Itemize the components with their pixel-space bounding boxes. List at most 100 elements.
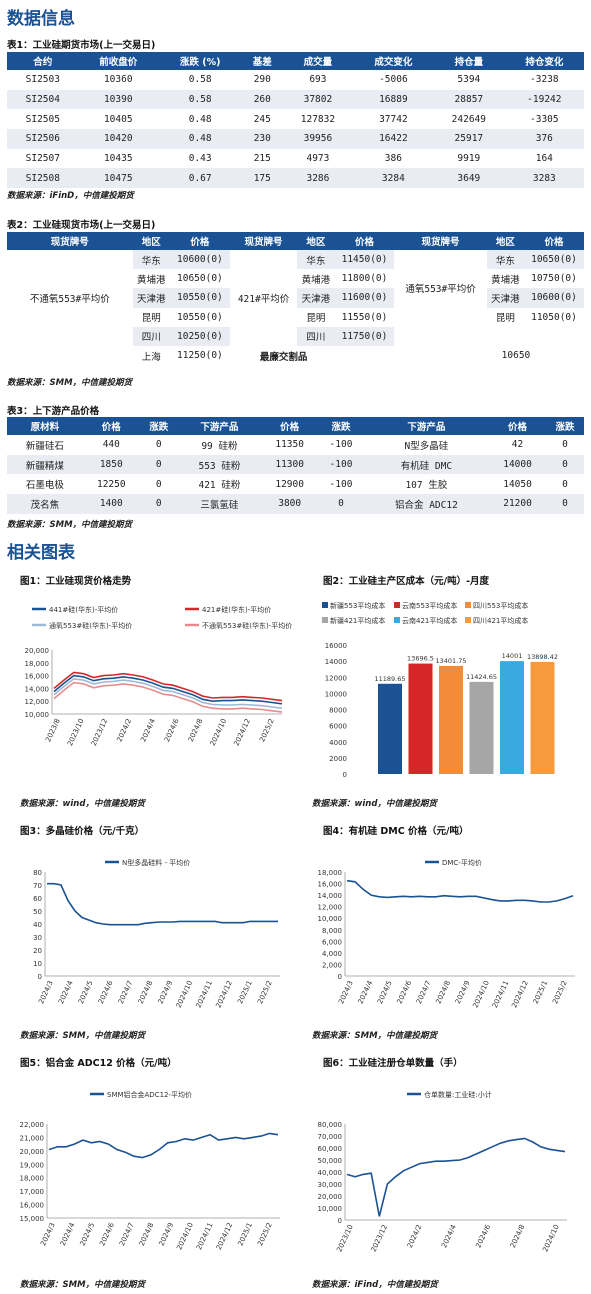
table3-source: 数据来源：SMM，中信建投期货 bbox=[7, 520, 133, 530]
legend-label: 仓单数量:工业硅:小计 bbox=[424, 1090, 492, 1099]
legend-swatch bbox=[322, 617, 328, 623]
x-tick-label: 2024/12 bbox=[214, 979, 234, 1009]
legend-swatch bbox=[465, 617, 471, 623]
t3-cell: 553 硅粉 bbox=[177, 454, 262, 475]
t2-price: 11750(0) bbox=[334, 326, 395, 346]
t2-region: 华东 bbox=[297, 250, 335, 270]
t3-header: 价格 bbox=[489, 417, 547, 435]
t1-cell: 0.43 bbox=[157, 148, 243, 169]
y-tick-label: 0 bbox=[343, 771, 347, 779]
t1-header: 持仓变化 bbox=[504, 52, 584, 70]
t3-header: 原材料 bbox=[7, 417, 83, 435]
y-tick-label: 16,000 bbox=[25, 673, 50, 681]
t3-cell: 0 bbox=[546, 494, 584, 514]
t3-header: 下游产品 bbox=[363, 417, 490, 435]
updown-table: 原材料 价格 涨跌 下游产品 价格 涨跌 下游产品 价格 涨跌 新疆硅石 440 0 99 硅粉 1135… bbox=[7, 417, 584, 514]
section-title-charts: 相关图表 bbox=[7, 543, 75, 563]
table3-caption: 表3：上下游产品价格 bbox=[7, 406, 100, 417]
y-tick-label: 18,000 bbox=[20, 1175, 45, 1183]
t2-price: 10600(0) bbox=[524, 288, 584, 308]
series-line bbox=[346, 1137, 566, 1217]
t2-price: 10550(0) bbox=[169, 288, 230, 308]
y-tick-label: 20,000 bbox=[25, 647, 50, 655]
x-tick-label: 2024/12 bbox=[215, 1221, 235, 1251]
t3-cell: 茂名焦 bbox=[7, 494, 83, 514]
deliver-label: 最廉交割品 bbox=[229, 345, 487, 366]
t1-header: 基差 bbox=[242, 52, 283, 70]
x-tick-label: 2024/10 bbox=[175, 979, 195, 1009]
table-row: 四川 10250(0) 四川 11750(0) bbox=[7, 326, 584, 346]
legend-label: SMM铝合金ADC12-平均价 bbox=[107, 1090, 192, 1099]
t3-cell: 三氯氢硅 bbox=[177, 494, 262, 514]
x-tick-label: 2025/2 bbox=[258, 717, 276, 743]
t3-cell: 12250 bbox=[82, 474, 140, 495]
t1-cell: 290 bbox=[242, 70, 283, 90]
x-tick-label: 2023/10 bbox=[66, 717, 86, 747]
table-row: 天津港 10550(0) 天津港 11600(0) 天津港 10600(0) bbox=[7, 288, 584, 308]
y-tick-label: 50 bbox=[33, 908, 42, 916]
t1-cell: SI2508 bbox=[7, 168, 79, 189]
table2-caption: 表2：工业硅现货市场(上一交易日) bbox=[7, 220, 156, 231]
t1-cell: 215 bbox=[242, 148, 283, 169]
y-tick-label: 10000 bbox=[325, 690, 347, 698]
y-tick-label: 20 bbox=[33, 947, 42, 955]
series-line bbox=[53, 674, 283, 705]
table-row: SI2504 10390 0.58 260 37802 16889 28857 -19242 bbox=[7, 89, 584, 110]
table-row: SI2508 10475 0.67 175 3286 3284 3649 3283 bbox=[7, 168, 584, 189]
y-tick-label: 40,000 bbox=[318, 1169, 343, 1177]
x-tick-label: 2024/9 bbox=[454, 979, 472, 1005]
series-line bbox=[53, 681, 283, 713]
t3-cell: 1850 bbox=[82, 454, 140, 475]
table-row: SI2507 10435 0.43 215 4973 386 9919 164 bbox=[7, 148, 584, 169]
bar bbox=[530, 661, 555, 774]
t1-cell: 164 bbox=[504, 148, 584, 169]
x-tick-label: 2024/6 bbox=[474, 1223, 492, 1249]
x-tick-label: 2024/8 bbox=[187, 717, 205, 743]
t3-cell: 石墨电极 bbox=[7, 474, 83, 495]
bar bbox=[378, 683, 402, 774]
t2-region: 黄埔港 bbox=[132, 269, 170, 289]
x-tick-label: 2024/6 bbox=[396, 979, 414, 1005]
bar-label: 13401.75 bbox=[435, 657, 466, 665]
legend-label: 不通氧553#硅(华东)-平均价 bbox=[202, 621, 292, 630]
spot-table: 现货牌号 地区 价格 现货牌号 地区 价格 现货牌号 地区 价格 不通氧553#平均价 华东 1060… bbox=[7, 232, 584, 366]
chart4-dmc: DMC-平均价 18,000 16,000 14,000 12,000 10,000 8,0… bbox=[318, 858, 575, 1009]
t1-cell: 10405 bbox=[78, 109, 158, 130]
chart1-caption: 图1：工业硅现货价格走势 bbox=[20, 576, 132, 587]
chart6-warehouse: 仓单数量:工业硅:小计 80,000 70,000 60,000 50,000 40,00… bbox=[318, 1090, 567, 1253]
t1-header: 合约 bbox=[7, 52, 79, 70]
t3-cell: 99 硅粉 bbox=[177, 435, 262, 455]
chart2-caption: 图2：工业硅主产区成本（元/吨）-月度 bbox=[323, 576, 490, 587]
t1-cell: -5006 bbox=[353, 70, 434, 90]
t1-cell: 0.58 bbox=[157, 70, 243, 90]
x-tick-label: 2025/2 bbox=[256, 1221, 274, 1247]
x-tick-label: 2024/8 bbox=[509, 1223, 527, 1249]
t2-grade: 通氧553#平均价 bbox=[394, 250, 487, 327]
legend-label: 云南553平均成本 bbox=[402, 601, 457, 610]
y-tick-label: 40 bbox=[33, 921, 42, 929]
t2-price: 10250(0) bbox=[169, 326, 230, 346]
table-row: 茂名焦 1400 0 三氯氢硅 3800 0 铝合金 ADC12 21200 0 bbox=[7, 494, 584, 514]
series-line bbox=[346, 879, 574, 903]
t1-cell: 3649 bbox=[433, 168, 505, 189]
x-tick-label: 2025/1 bbox=[532, 979, 550, 1005]
y-tick-label: 12,000 bbox=[318, 904, 343, 912]
x-tick-label: 2023/12 bbox=[90, 717, 110, 747]
x-tick-label: 2024/8 bbox=[434, 979, 452, 1005]
y-tick-label: 20,000 bbox=[20, 1148, 45, 1156]
table-row: 黄埔港 10650(0) 黄埔港 11800(0) 黄埔港 10750(0) bbox=[7, 269, 584, 289]
y-tick-label: 30 bbox=[33, 934, 42, 942]
t1-cell: 39956 bbox=[282, 129, 354, 149]
x-tick-label: 2024/4 bbox=[57, 979, 75, 1005]
y-tick-label: 12000 bbox=[325, 674, 347, 682]
x-tick-label: 2024/4 bbox=[139, 717, 157, 743]
y-tick-label: 4,000 bbox=[322, 950, 342, 958]
bar bbox=[500, 661, 524, 774]
chart5-caption: 图5：铝合金 ADC12 价格（元/吨） bbox=[20, 1058, 177, 1069]
t2-region: 天津港 bbox=[486, 288, 524, 308]
bar bbox=[408, 663, 433, 774]
y-tick-label: 70,000 bbox=[318, 1133, 343, 1141]
t3-header: 涨跌 bbox=[546, 417, 584, 435]
t2-price: 11800(0) bbox=[334, 269, 395, 289]
x-tick-label: 2023/12 bbox=[370, 1223, 390, 1253]
